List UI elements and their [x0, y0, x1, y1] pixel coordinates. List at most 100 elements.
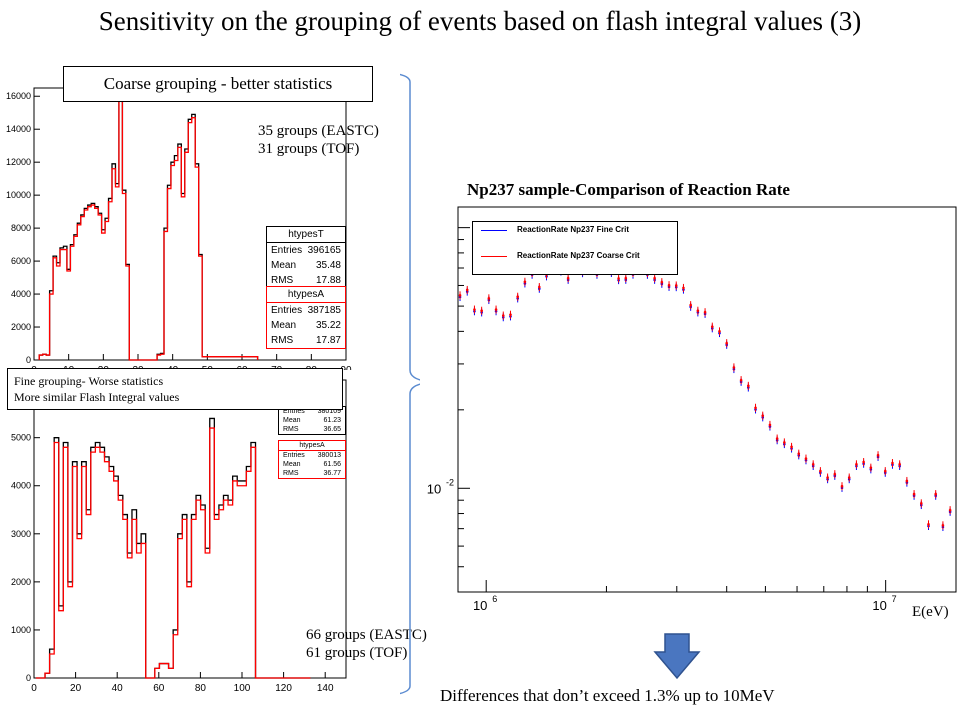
legend-swatch-fine: [481, 230, 507, 231]
coarse-point: [883, 469, 887, 473]
down-arrow-icon: [653, 633, 701, 680]
fine-histogram-chart: 0 20 40 60 80 100 120 140 0 1000 2000 3000 4000 5000 6…: [11, 379, 347, 694]
coarse-point: [826, 476, 829, 479]
y-tick-label: 14000: [6, 124, 31, 134]
x-tick-label: 0: [31, 683, 37, 694]
coarse-point: [732, 366, 736, 369]
coarse-point: [891, 461, 894, 465]
stats-entries: 387185: [307, 305, 341, 316]
legend-box: ReactionRate Np237 Fine Crit ReactionRat…: [472, 221, 678, 275]
stats-mean: 61.23: [323, 417, 341, 424]
stats-mean: 35.22: [315, 320, 341, 331]
fine-histogram-panel: 0 20 40 60 80 100 120 140 0 1000 2000 3000 4000 5000 6…: [0, 376, 352, 696]
coarse-point: [710, 325, 714, 328]
coarse-point: [487, 297, 491, 300]
histogram-series: [35, 427, 311, 679]
coarse-point: [473, 308, 476, 311]
coarse-point: [660, 280, 664, 284]
coarse-histogram-panel: 0102030405060708090020004000600080001000…: [0, 80, 352, 376]
y-tick-label: 10000: [6, 190, 31, 200]
y-tick-label: 5000: [11, 433, 31, 443]
stats-name: htypesA: [267, 287, 345, 303]
coarse-point: [811, 462, 815, 466]
coarse-point: [761, 414, 765, 417]
y-tick-label: 12000: [6, 157, 31, 167]
fine-groups-eastc: 66 groups (EASTC): [306, 627, 427, 643]
fine-grouping-line-1: Fine grouping- Worse statistics: [14, 374, 164, 388]
legend-label-coarse: ReactionRate Np237 Coarse Crit: [517, 251, 640, 260]
coarse-point: [855, 462, 858, 466]
histogram-series: [38, 87, 259, 361]
coarse-point: [501, 314, 505, 317]
x-axis-label: E(eV): [912, 604, 949, 620]
coarse-point: [667, 283, 671, 287]
y-tick-label: 8000: [11, 223, 31, 233]
coarse-point: [833, 472, 837, 476]
y-tick-label: 2000: [11, 577, 31, 587]
fine-groups-note: 66 groups (EASTC) 61 groups (TOF): [306, 626, 427, 662]
coarse-point: [718, 330, 721, 333]
plot-frame: [457, 206, 957, 593]
coarse-point: [653, 276, 656, 280]
fine-grouping-label: Fine grouping- Worse statistics More sim…: [7, 368, 343, 410]
stats-mean: 35.48: [315, 260, 341, 271]
y-tick-label: 3000: [11, 529, 31, 539]
stats-entries: 396165: [307, 245, 341, 256]
coarse-point: [840, 484, 844, 488]
x-tick-label: 60: [153, 683, 165, 694]
coarse-point: [934, 492, 938, 496]
x-tick-label: 20: [70, 683, 82, 694]
coarse-point: [783, 441, 786, 444]
stats-mean: 61.56: [323, 461, 341, 468]
coarse-point: [819, 469, 822, 473]
coarse-point: [494, 308, 498, 311]
coarse-point: [725, 341, 728, 345]
coarse-grouping-label: Coarse grouping - better statistics: [63, 66, 373, 102]
x-tick-label: 40: [112, 683, 124, 694]
coarse-point: [790, 445, 793, 449]
stats-rms: 36.65: [323, 426, 341, 433]
coarse-point: [674, 284, 678, 287]
coarse-point: [509, 313, 512, 316]
coarse-point: [905, 479, 909, 483]
stats-name: htypesA: [279, 441, 345, 451]
x-tick-label: 140: [317, 683, 334, 694]
x-tick-label: 10: [872, 598, 886, 613]
coarse-point: [948, 508, 952, 512]
x-tick-label: 100: [234, 683, 251, 694]
coarse-point: [689, 303, 692, 307]
coarse-point: [754, 406, 757, 410]
bottom-note: Differences that don’t exceed 1.3% up to…: [440, 686, 775, 705]
coarse-point: [739, 378, 743, 382]
y-tick-label: 4000: [11, 289, 31, 299]
legend-label-fine: ReactionRate Np237 Fine Crit: [517, 225, 630, 234]
coarse-point: [682, 286, 685, 290]
coarse-groups-note: 35 groups (EASTC) 31 groups (TOF): [258, 122, 379, 158]
stats-htypesT-partial: Entries 380109 Mean 61.23 RMS 36.65: [278, 406, 346, 435]
coarse-point: [876, 453, 880, 457]
coarse-point: [465, 288, 469, 292]
coarse-point: [480, 309, 483, 313]
stats-entries: 380013: [317, 452, 341, 459]
stats-htypesA: htypesA Entries 387185 Mean 35.22 RMS 17.87: [266, 286, 346, 349]
coarse-point: [927, 522, 930, 526]
y-tick-exponent: -2: [446, 477, 454, 487]
y-tick-label: 10: [427, 481, 441, 496]
stats-htypesT: htypesT Entries 396165 Mean 35.48 RMS 17.88: [266, 226, 346, 289]
x-tick-exponent: 6: [492, 594, 497, 604]
coarse-groups-tof: 31 groups (TOF): [258, 141, 360, 157]
y-tick-label: 2000: [11, 322, 31, 332]
y-tick-label: 4000: [11, 481, 31, 491]
page-title: Sensitivity on the grouping of events ba…: [98, 6, 862, 36]
legend-swatch-coarse: [481, 256, 507, 257]
x-tick-label: 10: [473, 598, 487, 613]
stats-rms: 17.88: [315, 275, 341, 286]
coarse-point: [703, 310, 707, 314]
coarse-point: [869, 466, 873, 469]
coarse-point: [747, 384, 750, 388]
coarse-point: [919, 502, 923, 505]
coarse-point: [898, 462, 901, 466]
reaction-rate-panel: 10 6 10 7 10 -2 ReactionRate Np237 Fine Crit …: [420, 203, 960, 630]
stats-rms: 17.87: [315, 335, 341, 346]
coarse-point: [941, 524, 945, 527]
